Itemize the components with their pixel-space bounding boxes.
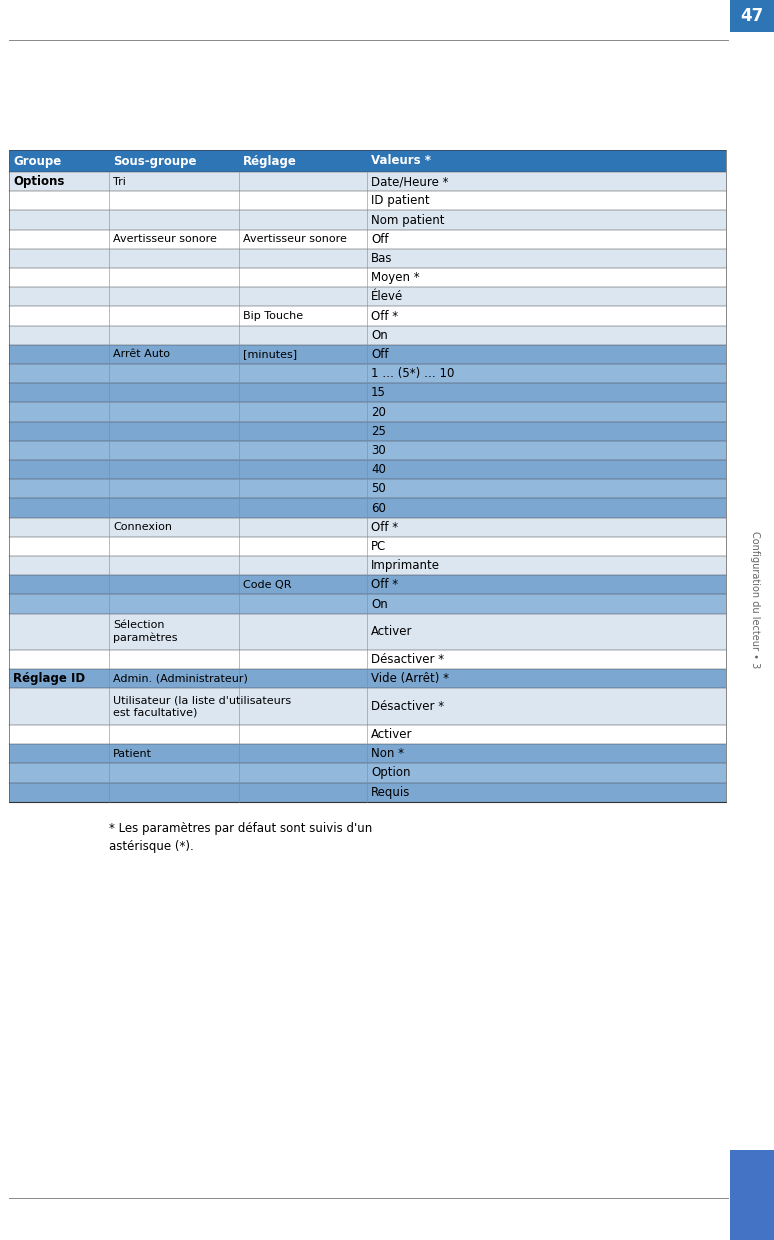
Text: Code QR: Code QR [243,580,292,590]
FancyBboxPatch shape [730,1149,774,1240]
FancyBboxPatch shape [9,614,726,650]
FancyBboxPatch shape [9,288,726,306]
FancyBboxPatch shape [9,326,726,345]
Text: Off: Off [371,233,389,246]
Text: 20: 20 [371,405,386,419]
Text: Off *: Off * [371,521,398,533]
Text: Option: Option [371,766,410,780]
FancyBboxPatch shape [9,517,726,537]
FancyBboxPatch shape [9,479,726,498]
Text: PC: PC [371,539,386,553]
Text: 40: 40 [371,463,386,476]
FancyBboxPatch shape [9,345,726,365]
FancyBboxPatch shape [9,440,726,460]
Text: Configuration du lecteur • 3: Configuration du lecteur • 3 [750,532,760,668]
Text: On: On [371,329,388,342]
Text: 50: 50 [371,482,385,495]
Text: ID patient: ID patient [371,195,430,207]
FancyBboxPatch shape [9,575,726,594]
Text: Requis: Requis [371,786,410,799]
Text: Activer: Activer [371,625,413,639]
FancyBboxPatch shape [9,460,726,479]
Text: Off: Off [371,348,389,361]
Text: Non *: Non * [371,748,404,760]
FancyBboxPatch shape [9,268,726,288]
Text: * Les paramètres par défaut sont suivis d'un
astérisque (*).: * Les paramètres par défaut sont suivis … [109,822,372,853]
FancyBboxPatch shape [9,725,726,744]
FancyBboxPatch shape [9,365,726,383]
FancyBboxPatch shape [9,650,726,670]
FancyBboxPatch shape [9,249,726,268]
Text: Bas: Bas [371,252,392,265]
FancyBboxPatch shape [9,403,726,422]
Text: Off *: Off * [371,310,398,322]
Text: Nom patient: Nom patient [371,213,444,227]
Text: Admin. (Administrateur): Admin. (Administrateur) [113,673,248,684]
Text: Date/Heure *: Date/Heure * [371,175,448,188]
Text: 25: 25 [371,425,386,438]
Text: Groupe: Groupe [13,155,61,167]
FancyBboxPatch shape [9,688,726,725]
FancyBboxPatch shape [9,594,726,614]
FancyBboxPatch shape [9,150,726,172]
Text: 30: 30 [371,444,385,456]
FancyBboxPatch shape [9,556,726,575]
Text: Désactiver *: Désactiver * [371,653,444,666]
Text: Moyen *: Moyen * [371,272,420,284]
Text: Élevé: Élevé [371,290,403,304]
Text: Sous-groupe: Sous-groupe [113,155,197,167]
Text: 1 … (5*) … 10: 1 … (5*) … 10 [371,367,454,381]
Text: 15: 15 [371,387,386,399]
FancyBboxPatch shape [9,306,726,326]
FancyBboxPatch shape [9,422,726,440]
FancyBboxPatch shape [730,0,774,32]
Text: Options: Options [13,175,64,188]
FancyBboxPatch shape [9,498,726,517]
FancyBboxPatch shape [9,744,726,764]
FancyBboxPatch shape [9,211,726,229]
Text: Connexion: Connexion [113,522,172,532]
Text: Avertisseur sonore: Avertisseur sonore [113,234,217,244]
FancyBboxPatch shape [9,537,726,556]
Text: Sélection
paramètres: Sélection paramètres [113,620,177,644]
Text: Réglage ID: Réglage ID [13,672,85,686]
Text: Bip Touche: Bip Touche [243,311,303,321]
FancyBboxPatch shape [9,229,726,249]
Text: Arrêt Auto: Arrêt Auto [113,350,170,360]
Text: Off *: Off * [371,578,398,591]
Text: Patient: Patient [113,749,152,759]
Text: Activer: Activer [371,728,413,742]
FancyBboxPatch shape [9,191,726,211]
Text: 47: 47 [741,7,764,25]
Text: Tri: Tri [113,176,126,186]
Text: Désactiver *: Désactiver * [371,701,444,713]
Text: Valeurs *: Valeurs * [371,155,431,167]
Text: [minutes]: [minutes] [243,350,297,360]
Text: Imprimante: Imprimante [371,559,440,572]
FancyBboxPatch shape [9,670,726,688]
FancyBboxPatch shape [9,172,726,191]
Text: Utilisateur (la liste d'utilisateurs
est facultative): Utilisateur (la liste d'utilisateurs est… [113,696,291,718]
Text: Vide (Arrêt) *: Vide (Arrêt) * [371,672,449,686]
FancyBboxPatch shape [9,764,726,782]
Text: 60: 60 [371,501,386,515]
FancyBboxPatch shape [9,383,726,403]
Text: Avertisseur sonore: Avertisseur sonore [243,234,347,244]
Text: On: On [371,598,388,610]
FancyBboxPatch shape [9,782,726,802]
Text: Réglage: Réglage [243,155,297,167]
